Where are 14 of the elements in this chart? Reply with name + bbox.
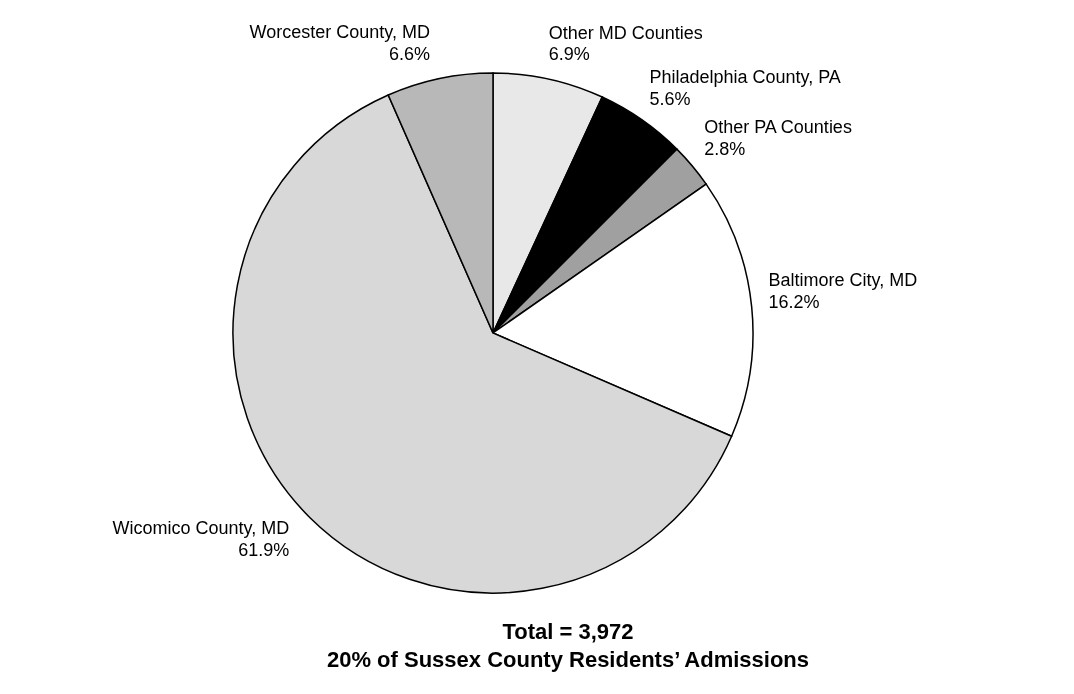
data-label: 2.8% <box>704 138 746 159</box>
text: 20% of Sussex County Residents’ Admissions <box>325 646 811 674</box>
slice-label: Worcester County, MD <box>249 22 430 43</box>
slice-label: Other MD Counties <box>548 22 703 43</box>
slice-label: Philadelphia County, PA <box>649 67 841 88</box>
slice-label: Other PA Counties <box>704 117 852 138</box>
data-label: 6.6% <box>388 43 430 64</box>
slice-label: Wicomico County, MD <box>112 518 290 539</box>
data-label: 5.6% <box>649 88 691 109</box>
data-label: 6.9% <box>548 44 590 65</box>
text: Total = 3,972 <box>501 618 635 646</box>
data-label: 61.9% <box>238 539 290 560</box>
data-label: 16.2% <box>768 291 820 312</box>
slice-label: Baltimore City, MD <box>768 270 918 290</box>
